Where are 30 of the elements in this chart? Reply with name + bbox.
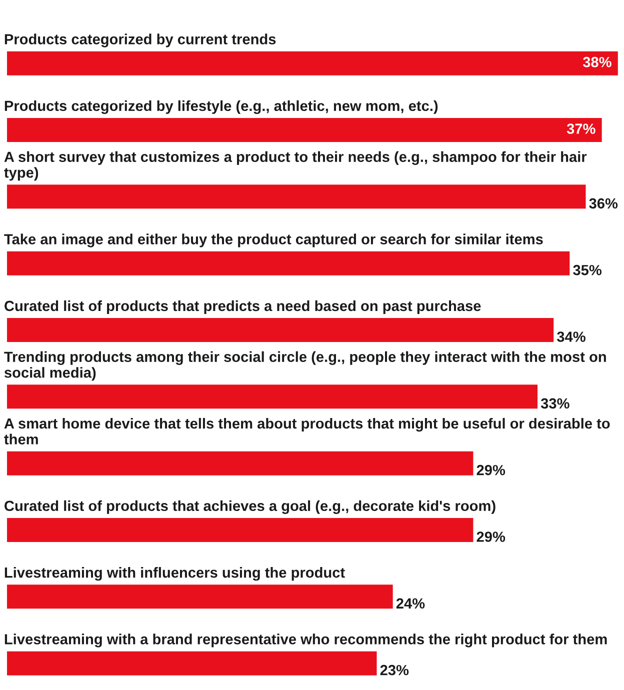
y-tick-label: Products categorized by current trends	[4, 34, 276, 48]
data-label: 37%	[566, 124, 596, 134]
bar	[7, 251, 570, 276]
bar	[7, 318, 554, 342]
bar	[7, 51, 618, 76]
data-label: 23%	[380, 664, 409, 676]
y-tick-label: Livestreaming with a brand representative who recommends the right product for them	[4, 634, 607, 648]
bar	[7, 451, 474, 476]
bar	[7, 651, 377, 676]
data-label: 34%	[556, 332, 586, 342]
bar	[7, 384, 538, 409]
y-tick-label: Trending products among their social circle (e.g., people they interact with the most on social media)	[4, 351, 606, 381]
data-label: 29%	[476, 464, 506, 476]
data-label: 24%	[396, 598, 425, 609]
y-tick-label: Curated list of products that predicts a need based on past purchase	[4, 300, 481, 314]
data-label: 35%	[573, 264, 602, 276]
y-tick-label: A smart home device that tells them about products that might be useful or desirable to them	[4, 418, 610, 444]
bar	[7, 184, 586, 209]
data-label: 36%	[589, 198, 618, 209]
bar	[7, 584, 393, 609]
y-tick-label: Products categorized by lifestyle (e.g., athletic, new mom, etc.)	[4, 100, 438, 114]
data-label: 29%	[476, 532, 506, 542]
data-label: 33%	[540, 398, 570, 409]
data-label: 38%	[582, 56, 612, 68]
bar	[7, 518, 474, 542]
y-tick-label: Take an image and either buy the product captured or search for similar items	[4, 234, 543, 248]
y-tick-label: Curated list of products that achieves a goal (e.g., decorate kid's room)	[4, 500, 496, 514]
bar	[7, 118, 602, 142]
y-tick-label: A short survey that customizes a product to their needs (e.g., shampoo for their hair type)	[4, 151, 587, 181]
y-tick-label: Livestreaming with influencers using the product	[4, 567, 345, 581]
